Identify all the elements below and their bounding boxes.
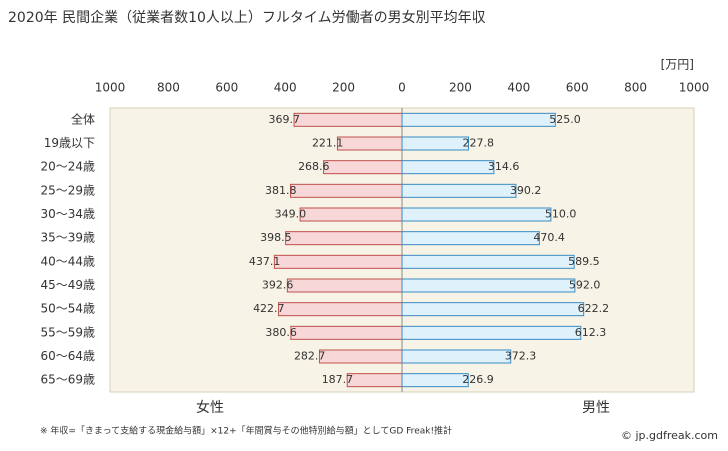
x-tick-label: 1000 (95, 81, 126, 95)
x-tick-label: 0 (398, 81, 406, 95)
bar (401, 207, 552, 222)
footnote: ※ 年収=「きまって支給する現金給与額」×12+「年間賞与その他特別給与額」とし… (40, 425, 452, 437)
value-label: 226.9 (462, 373, 494, 386)
value-label: 612.3 (575, 326, 607, 339)
bar (401, 160, 495, 175)
y-tick-label: 30～34歳 (40, 207, 95, 221)
bar (401, 325, 582, 340)
y-tick-label: 50～54歳 (40, 302, 95, 316)
y-tick-label: 45～49歳 (40, 278, 95, 292)
legend-label: 男性 (582, 400, 610, 416)
bar (278, 302, 403, 317)
value-label: 398.5 (260, 231, 292, 244)
bar (290, 183, 403, 198)
y-tick-label: 60～64歳 (40, 349, 95, 363)
bar (401, 231, 540, 246)
x-tick-label: 600 (566, 81, 589, 95)
bar (401, 254, 575, 269)
bar (401, 112, 556, 127)
y-tick-label: 20～24歳 (40, 160, 95, 174)
chart-title: 2020年 民間企業（従業者数10人以上）フルタイム労働者の男女別平均年収 (8, 9, 486, 26)
value-label: 380.6 (265, 326, 297, 339)
y-tick-label: 55～59歳 (40, 325, 95, 339)
bar (401, 136, 470, 151)
y-tick-label: 25～29歳 (40, 183, 95, 197)
value-label: 437.1 (249, 255, 281, 268)
bar (401, 183, 517, 198)
x-tick-label: 200 (332, 81, 355, 95)
bar (293, 112, 403, 127)
bar (273, 254, 403, 269)
bar (299, 207, 403, 222)
bar (346, 373, 403, 388)
value-label: 381.8 (265, 184, 297, 197)
value-label: 470.4 (533, 231, 565, 244)
value-label: 282.7 (294, 350, 326, 363)
value-label: 392.6 (262, 279, 294, 292)
value-label: 390.2 (510, 184, 541, 197)
y-tick-label: 19歳以下 (44, 136, 95, 150)
y-tick-label: 全体 (71, 111, 95, 126)
value-label: 221.1 (312, 137, 344, 150)
x-tick-label: 800 (157, 81, 180, 95)
y-tick-label: 65～69歳 (40, 373, 95, 387)
value-label: 589.5 (568, 255, 600, 268)
value-label: 525.0 (549, 113, 581, 126)
bar (336, 136, 403, 151)
value-label: 372.3 (505, 350, 537, 363)
bar (323, 160, 403, 175)
value-label: 592.0 (569, 279, 601, 292)
unit-label: [万円] (661, 58, 694, 72)
bar (401, 302, 585, 317)
y-tick-label: 40～44歳 (40, 254, 95, 268)
value-label: 369.7 (269, 113, 301, 126)
value-label: 227.8 (463, 137, 495, 150)
credit: © jp.gdfreak.com (621, 429, 718, 442)
bar (401, 373, 469, 388)
value-label: 314.6 (488, 160, 519, 173)
bar (318, 349, 403, 364)
value-label: 349.0 (275, 208, 307, 221)
x-tick-label: 200 (449, 81, 472, 95)
bar (401, 278, 576, 293)
bar (401, 349, 512, 364)
x-tick-label: 600 (215, 81, 238, 95)
x-tick-label: 800 (624, 81, 647, 95)
value-label: 268.6 (298, 160, 330, 173)
value-label: 187.7 (322, 373, 354, 386)
y-tick-label: 35～39歳 (40, 231, 95, 245)
x-tick-label: 1000 (679, 81, 710, 95)
value-label: 622.2 (578, 302, 610, 315)
value-label: 510.0 (545, 208, 577, 221)
legend-label: 女性 (196, 399, 224, 416)
x-tick-label: 400 (274, 81, 297, 95)
value-label: 422.7 (253, 302, 285, 315)
bar (285, 231, 403, 246)
x-tick-label: 400 (507, 81, 530, 95)
bar (290, 325, 403, 340)
bar (286, 278, 403, 293)
